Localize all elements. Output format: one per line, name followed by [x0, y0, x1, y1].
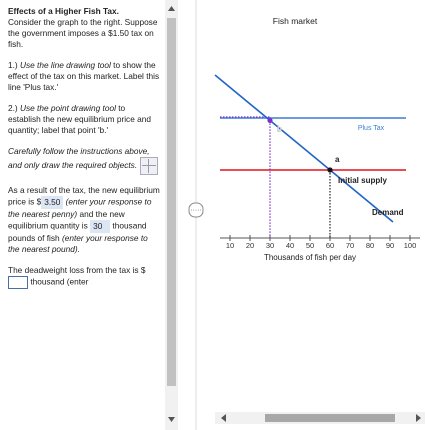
text: to show the effect of the tax on this ma…: [8, 60, 160, 92]
answer-input[interactable]: [8, 276, 28, 289]
x-tick-label: 90: [386, 241, 394, 250]
divider-handle[interactable]: [188, 202, 204, 218]
x-tick-label: 20: [246, 241, 254, 250]
supply-label: Initial supply: [338, 176, 387, 185]
step: 2.) Use the point drawing tool to establ…: [8, 103, 160, 136]
text: and the new equilibrium quantity is: [8, 209, 125, 231]
text: (enter your response to the nearest poun…: [8, 233, 148, 254]
intro: Effects of a Higher Fish Tax. Consider th…: [8, 6, 160, 50]
text: Consider the graph to the right. Suppose…: [8, 17, 158, 49]
scroll-left[interactable]: [221, 414, 226, 422]
question: The deadweight loss from the tax is $ th…: [8, 265, 160, 289]
point-label: b: [277, 124, 282, 133]
title: Effects of a Higher Fish Tax.: [8, 6, 119, 16]
text: Use the point drawing tool: [20, 103, 116, 113]
text: Use the line drawing tool: [20, 60, 111, 70]
text: The deadweight loss from the tax is $: [8, 265, 146, 275]
instructions-panel: Effects of a Higher Fish Tax. Consider th…: [8, 6, 160, 299]
text: to establish the new equilibrium price a…: [8, 103, 151, 135]
tax-label: Plus Tax: [358, 125, 385, 132]
x-tick-label: 40: [286, 241, 294, 250]
x-tick-label: 50: [306, 241, 314, 250]
x-tick-label: 10: [226, 241, 234, 250]
x-tick-label: 100: [404, 241, 417, 250]
x-tick-label: 30: [266, 241, 274, 250]
text: 1.): [8, 60, 18, 70]
x-tick-label: 70: [346, 241, 354, 250]
scroll-down[interactable]: [168, 417, 175, 422]
step: 1.) Use the line drawing tool to show th…: [8, 60, 160, 93]
tool-icon[interactable]: [140, 157, 159, 175]
demand-label: Demand: [372, 208, 404, 217]
x-tick-label: 60: [326, 241, 334, 250]
hscroll-thumb[interactable]: [265, 414, 395, 422]
point-label: a: [335, 155, 340, 164]
text: 2.): [8, 103, 18, 113]
scroll-up[interactable]: [168, 6, 175, 11]
demand-line[interactable]: [214, 74, 394, 223]
text: Carefully follow the instructions above,…: [8, 146, 150, 171]
handle-dots: ·····: [190, 207, 202, 214]
note: Carefully follow the instructions above,…: [8, 146, 160, 175]
x-axis-label: Thousands of fish per day: [264, 253, 356, 262]
text: As a result of the tax, the new equilibr…: [8, 185, 160, 207]
x-tick-label: 80: [366, 241, 374, 250]
scrollbar-thumb[interactable]: [167, 18, 176, 386]
graph-title: Fish market: [273, 16, 318, 26]
text: thousand pounds of fish: [8, 220, 147, 243]
scroll-right[interactable]: [416, 414, 421, 422]
point[interactable]: [267, 117, 273, 124]
text: thousand (enter: [30, 276, 89, 287]
text: (enter your response to the nearest penn…: [8, 196, 152, 219]
question: As a result of the tax, the new equilibr…: [8, 185, 160, 255]
point[interactable]: [327, 167, 333, 173]
